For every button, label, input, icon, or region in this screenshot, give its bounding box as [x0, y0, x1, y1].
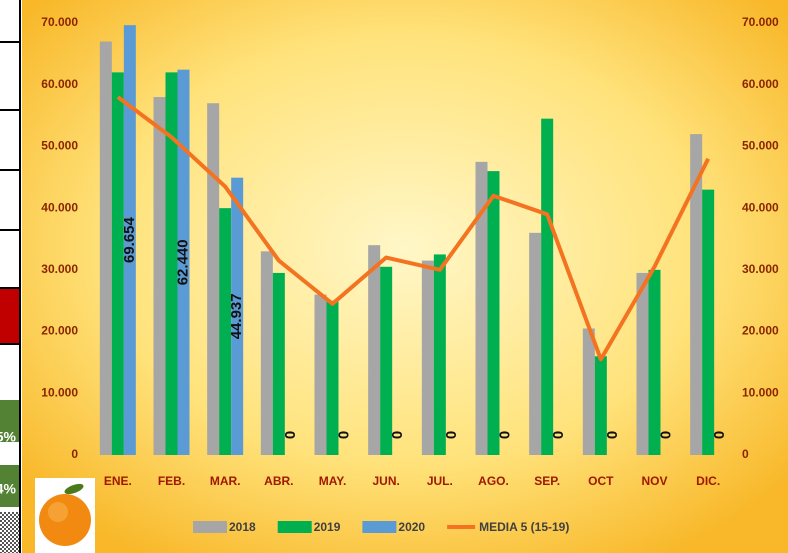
value-label: 0	[496, 431, 513, 439]
bar	[207, 103, 220, 455]
bar	[326, 300, 339, 455]
bar	[487, 171, 500, 455]
orange	[39, 494, 91, 546]
bar	[231, 177, 244, 456]
orange-image	[35, 478, 95, 553]
y2-tick-label: 30.000	[742, 262, 779, 276]
y2-tick-label: 70.000	[742, 15, 779, 29]
bar	[636, 272, 649, 455]
x-tick-label: ABR.	[264, 474, 293, 488]
bar	[702, 189, 715, 455]
x-tick-label: JUN.	[372, 474, 399, 488]
y-tick-label: 20.000	[41, 324, 78, 338]
value-label: 0	[604, 431, 621, 439]
y-tick-label: 50.000	[41, 139, 78, 153]
y-tick-label: 10.000	[41, 385, 78, 399]
side-cell	[0, 288, 20, 344]
bar	[380, 266, 393, 455]
side-label: 5%	[0, 429, 17, 445]
line	[116, 95, 710, 362]
bar	[433, 254, 446, 455]
bar	[421, 260, 434, 455]
y-tick-label: 0	[71, 447, 78, 461]
value-label: 44.937	[228, 293, 245, 339]
orange-highlight	[48, 502, 68, 522]
bar	[368, 245, 381, 455]
y2-tick-label: 50.000	[742, 139, 779, 153]
bar	[153, 97, 166, 456]
value-label: 0	[282, 431, 299, 439]
side-cell	[0, 400, 20, 442]
plot-background	[22, 0, 788, 553]
legend-swatch	[193, 521, 227, 533]
bar	[219, 208, 232, 455]
x-tick-label: OCT	[588, 474, 614, 488]
x-tick-label: JUL.	[427, 474, 453, 488]
bar	[260, 251, 273, 455]
x-tick-label: SEP.	[534, 474, 560, 488]
value-label: 0	[657, 431, 674, 439]
legend-item: MEDIA 5 (15-19)	[447, 520, 569, 534]
x-tick-label: MAY.	[319, 474, 347, 488]
legend-label: 2018	[229, 520, 256, 534]
bar	[475, 161, 488, 455]
value-label: 69.654	[121, 216, 138, 263]
x-tick-label: ENE.	[104, 474, 132, 488]
x-tick-label: DIC.	[696, 474, 720, 488]
bar	[111, 72, 124, 455]
x-tick-label: MAR.	[210, 474, 241, 488]
bar	[314, 294, 327, 455]
bar	[123, 25, 136, 455]
y-tick-label: 30.000	[41, 262, 78, 276]
x-tick-label: NOV	[641, 474, 667, 488]
bar	[594, 356, 607, 455]
y2-tick-label: 10.000	[742, 385, 779, 399]
y2-tick-label: 60.000	[742, 77, 779, 91]
legend-label: 2019	[314, 520, 341, 534]
value-label: 0	[443, 431, 460, 439]
bar	[177, 69, 190, 455]
x-tick-label: AGO.	[478, 474, 509, 488]
legend-swatch	[277, 521, 312, 533]
bar	[541, 118, 554, 456]
side-cell	[0, 512, 20, 553]
side-cell	[0, 465, 20, 507]
legend-swatch	[362, 521, 397, 533]
legend-item: 2018	[193, 520, 256, 534]
value-label: 0	[335, 431, 352, 439]
y2-tick-label: 20.000	[742, 324, 779, 338]
legend-item: 2020	[362, 520, 425, 534]
bar	[272, 272, 285, 455]
x-tick-label: FEB.	[158, 474, 185, 488]
value-label: 0	[550, 431, 567, 439]
bar	[165, 72, 178, 455]
legend-label: 2020	[398, 520, 425, 534]
value-label: 0	[711, 431, 728, 439]
bar	[648, 269, 661, 455]
y-tick-label: 70.000	[41, 15, 78, 29]
y2-tick-label: 40.000	[742, 200, 779, 214]
legend-label: MEDIA 5 (15-19)	[479, 520, 569, 534]
y-tick-label: 40.000	[41, 200, 78, 214]
value-label: 62.440	[174, 239, 191, 285]
bar	[690, 134, 703, 456]
y2-tick-label: 0	[742, 447, 749, 461]
y-tick-label: 60.000	[41, 77, 78, 91]
value-label: 0	[389, 431, 406, 439]
bar	[529, 232, 542, 455]
bar	[582, 328, 595, 455]
leaf	[64, 483, 84, 495]
side-label: 4%	[0, 481, 17, 497]
side-table: 5% 4%	[0, 0, 21, 553]
legend-item: 2019	[277, 520, 341, 534]
bar	[99, 41, 112, 456]
